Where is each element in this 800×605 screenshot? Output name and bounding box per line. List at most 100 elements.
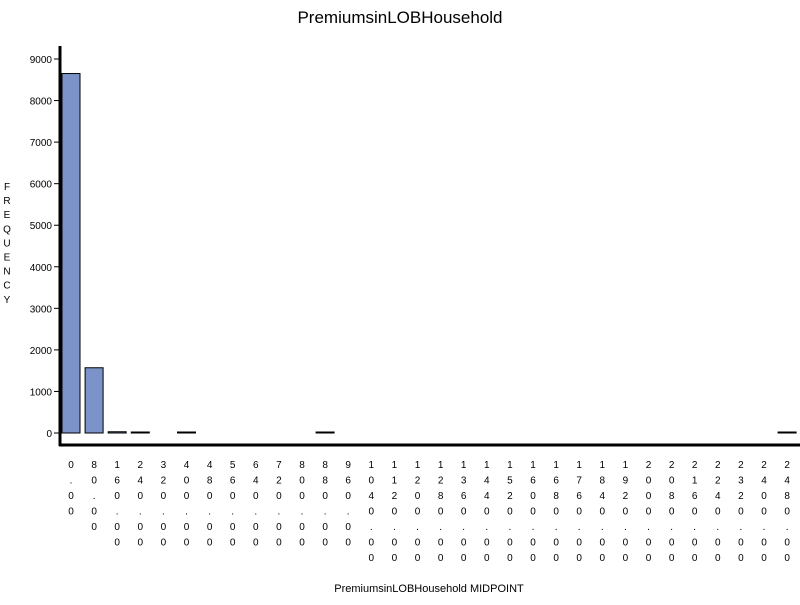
- svg-text:0: 0: [530, 491, 536, 502]
- svg-text:0: 0: [369, 476, 375, 487]
- svg-text:6: 6: [114, 476, 120, 487]
- svg-text:0: 0: [761, 491, 767, 502]
- y-axis-label-letter: Q: [3, 224, 11, 235]
- svg-text:0: 0: [669, 553, 675, 564]
- svg-text:.: .: [254, 507, 257, 518]
- svg-text:0: 0: [138, 491, 144, 502]
- svg-text:0: 0: [161, 491, 167, 502]
- svg-text:5: 5: [230, 460, 236, 471]
- svg-text:0: 0: [322, 491, 328, 502]
- svg-text:0: 0: [276, 538, 282, 549]
- svg-text:4: 4: [207, 460, 213, 471]
- svg-text:2: 2: [669, 460, 675, 471]
- svg-text:6: 6: [692, 491, 698, 502]
- x-tick-label: 1 4 4 0. 0 0: [484, 460, 490, 564]
- svg-text:6: 6: [230, 476, 236, 487]
- svg-text:.: .: [370, 522, 373, 533]
- svg-text:0: 0: [738, 507, 744, 518]
- svg-text:0: 0: [415, 553, 421, 564]
- svg-text:0: 0: [553, 553, 559, 564]
- chart-title: PremiumsinLOBHousehold: [297, 8, 502, 27]
- y-tick-label: 9000: [30, 55, 53, 66]
- bar: [130, 431, 150, 434]
- svg-text:4: 4: [715, 491, 721, 502]
- svg-text:0: 0: [530, 538, 536, 549]
- svg-text:0: 0: [322, 538, 328, 549]
- svg-text:0: 0: [507, 553, 513, 564]
- svg-text:0: 0: [761, 538, 767, 549]
- svg-text:3: 3: [461, 476, 467, 487]
- svg-text:1: 1: [530, 460, 536, 471]
- bars: [61, 73, 797, 434]
- svg-text:2: 2: [161, 476, 167, 487]
- svg-text:0: 0: [484, 507, 490, 518]
- svg-text:0: 0: [715, 538, 721, 549]
- svg-text:0: 0: [530, 507, 536, 518]
- svg-text:0: 0: [392, 538, 398, 549]
- x-tick-label: 880.00: [322, 460, 328, 549]
- x-tick-label: 640.00: [253, 460, 259, 549]
- svg-text:0: 0: [669, 476, 675, 487]
- svg-text:.: .: [139, 507, 142, 518]
- svg-text:5: 5: [507, 476, 513, 487]
- svg-text:0: 0: [253, 522, 259, 533]
- x-tick-label: 800.00: [299, 460, 305, 549]
- svg-text:7: 7: [276, 460, 282, 471]
- x-tick-label: 2 0 8 0. 0 0: [669, 460, 675, 564]
- x-tick-label: 1 5 2 0. 0 0: [507, 460, 513, 564]
- x-tick-label: 2 4 8 0. 0 0: [784, 460, 790, 564]
- y-axis-label-letter: N: [3, 267, 10, 278]
- svg-text:0: 0: [646, 538, 652, 549]
- svg-text:2: 2: [715, 460, 721, 471]
- svg-text:0: 0: [738, 553, 744, 564]
- svg-text:0: 0: [392, 553, 398, 564]
- svg-text:9: 9: [345, 460, 351, 471]
- svg-text:0: 0: [623, 507, 629, 518]
- svg-text:2: 2: [646, 460, 652, 471]
- svg-text:2: 2: [392, 491, 398, 502]
- svg-text:8: 8: [438, 491, 444, 502]
- svg-text:0: 0: [484, 553, 490, 564]
- svg-text:4: 4: [784, 476, 790, 487]
- svg-text:0: 0: [299, 491, 305, 502]
- x-axis-title: PremiumsinLOBHousehold MIDPOINT: [334, 583, 524, 595]
- x-tick-label: 560.00: [230, 460, 236, 549]
- svg-text:6: 6: [576, 491, 582, 502]
- svg-text:0: 0: [299, 538, 305, 549]
- svg-text:6: 6: [461, 491, 467, 502]
- svg-text:0: 0: [600, 553, 606, 564]
- svg-text:0: 0: [184, 538, 190, 549]
- svg-text:.: .: [693, 522, 696, 533]
- x-tick-label: 1 8 4 0. 0 0: [600, 460, 606, 564]
- svg-text:4: 4: [484, 491, 490, 502]
- svg-text:.: .: [347, 507, 350, 518]
- svg-text:0: 0: [507, 507, 513, 518]
- svg-text:0: 0: [68, 460, 74, 471]
- svg-text:.: .: [740, 522, 743, 533]
- x-tick-label: 320.00: [161, 460, 167, 549]
- y-axis-label-letter: R: [3, 196, 10, 207]
- svg-text:0: 0: [299, 522, 305, 533]
- svg-text:0: 0: [507, 538, 513, 549]
- svg-text:1: 1: [415, 460, 421, 471]
- svg-text:.: .: [555, 522, 558, 533]
- svg-text:.: .: [70, 476, 73, 487]
- svg-text:0: 0: [345, 538, 351, 549]
- svg-text:0: 0: [114, 491, 120, 502]
- svg-text:0: 0: [392, 507, 398, 518]
- svg-text:.: .: [231, 507, 234, 518]
- svg-text:0: 0: [299, 476, 305, 487]
- svg-text:0: 0: [91, 522, 97, 533]
- svg-text:0: 0: [461, 507, 467, 518]
- svg-text:2: 2: [784, 460, 790, 471]
- svg-text:0: 0: [207, 491, 213, 502]
- svg-text:0: 0: [784, 507, 790, 518]
- bar: [777, 431, 797, 434]
- y-axis-label-letter: Y: [4, 295, 11, 306]
- svg-text:0: 0: [184, 476, 190, 487]
- svg-text:0: 0: [600, 538, 606, 549]
- svg-text:0: 0: [230, 522, 236, 533]
- x-tick-label: 720.00: [276, 460, 282, 549]
- svg-text:0: 0: [369, 538, 375, 549]
